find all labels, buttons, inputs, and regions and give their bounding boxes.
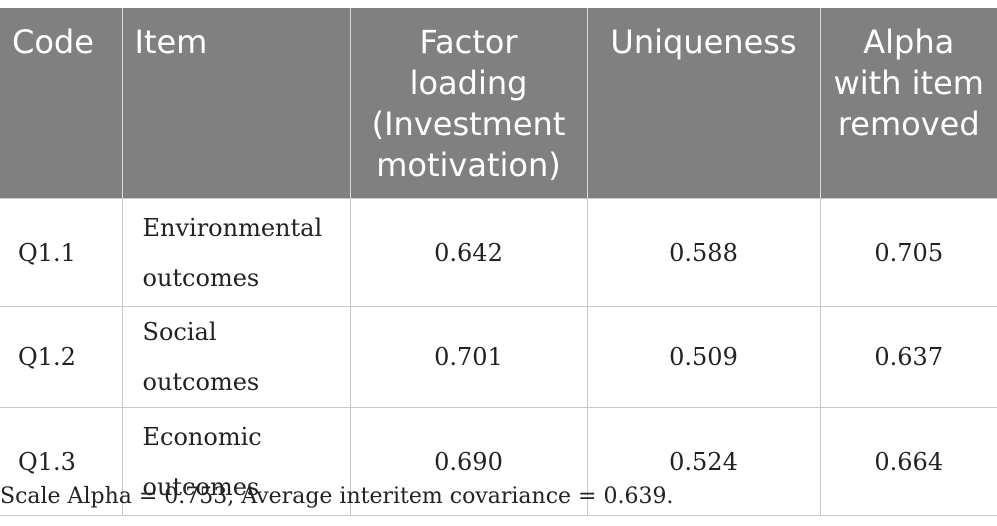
header-alpha-with-item-removed: Alpha with item removed [820, 8, 997, 199]
table-row: Q1.2 Social outcomes 0.701 0.509 0.637 [0, 306, 997, 408]
cell-uniqueness: 0.509 [586, 306, 821, 408]
header-uniqueness: Uniqueness [587, 8, 821, 199]
cell-code: Q1.3 [0, 407, 123, 516]
cell-item: Environmental outcomes [121, 198, 351, 307]
cell-code: Q1.1 [0, 198, 123, 307]
header-item: Item [122, 8, 351, 199]
cell-factor-loading: 0.690 [349, 407, 588, 516]
factor-analysis-table: Code Item Factor loading (Investment mot… [0, 8, 997, 516]
table-footnote: Scale Alpha = 0.753, Average interitem c… [0, 484, 674, 509]
cell-uniqueness: 0.524 [586, 407, 821, 516]
cell-uniqueness: 0.588 [586, 198, 821, 307]
header-factor-loading: Factor loading (Investment motivation) [350, 8, 588, 199]
cell-item: Economic outcomes [121, 407, 351, 516]
cell-item: Social outcomes [121, 306, 351, 408]
cell-factor-loading: 0.642 [349, 198, 588, 307]
header-code: Code [0, 8, 123, 199]
cell-alpha-with-item-removed: 0.637 [819, 306, 997, 408]
cell-factor-loading: 0.701 [349, 306, 588, 408]
table-row: Q1.3 Economic outcomes 0.690 0.524 0.664 [0, 407, 997, 516]
table-row: Q1.1 Environmental outcomes 0.642 0.588 … [0, 198, 997, 307]
table-header: Code Item Factor loading (Investment mot… [0, 8, 997, 199]
cell-alpha-with-item-removed: 0.664 [819, 407, 997, 516]
table-body: Q1.1 Environmental outcomes 0.642 0.588 … [0, 198, 997, 516]
cell-code: Q1.2 [0, 306, 123, 408]
cell-alpha-with-item-removed: 0.705 [819, 198, 997, 307]
header-row: Code Item Factor loading (Investment mot… [0, 8, 997, 199]
